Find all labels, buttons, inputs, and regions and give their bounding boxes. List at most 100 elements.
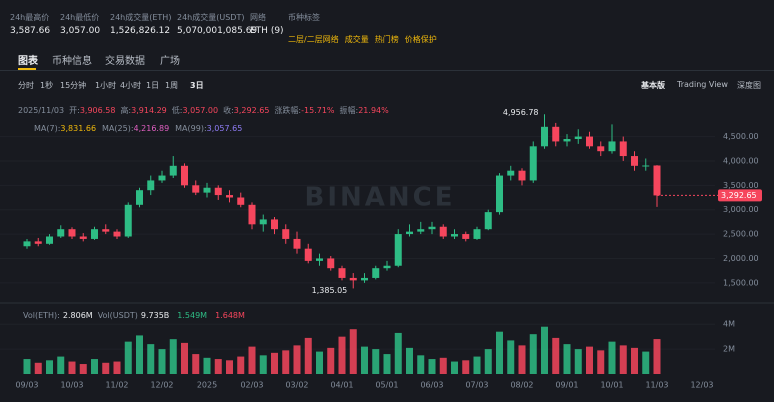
candle-body [259,219,267,225]
info-label: 涨跌幅: [274,106,302,115]
candle-body [169,165,177,176]
candle-body [518,170,526,181]
view[interactable]: 基本版 [641,81,665,90]
candle-body [349,277,357,281]
tab[interactable]: 图表 [18,56,38,67]
volume-bar [192,354,200,374]
candle-body [541,126,548,147]
volume-bar [226,360,233,374]
tag[interactable]: 热门榜 [374,35,399,44]
candle-body [574,136,582,139]
volume-bar [394,332,402,374]
ma-label: MA(7): [34,124,61,133]
tab-underline [18,68,36,70]
volume-bar [462,360,470,374]
x-tick-label: 10/01 [600,381,623,390]
candle-body [226,195,233,198]
tab[interactable]: 币种信息 [52,56,92,67]
volume-bar [619,345,627,374]
volume-bar [136,335,143,374]
x-tick-label: 03/02 [285,381,308,390]
y-tick-label: 4,000.00 [723,156,759,165]
volume-bar [518,345,526,374]
interval[interactable]: 1日 [146,81,160,90]
tag[interactable]: 成交量 [344,35,369,44]
annotation: 4,956.78 [503,108,539,117]
candle-body [79,236,87,239]
volume-bar [552,337,560,374]
ohlc-info: 2025/11/03 开:3,906.58 高:3,914.29 低:3,057.00… [18,105,389,116]
volume-bar [529,334,537,374]
info-label: 振幅: [339,106,359,115]
tab[interactable]: 广场 [160,56,180,67]
volume-bar [34,362,42,374]
volume-bar [361,346,368,374]
info-label: 开: [69,106,80,115]
volume-bar [113,361,121,374]
interval[interactable]: 1小时 [95,81,117,90]
candle-body [282,229,290,239]
candle-body [608,141,616,152]
candle-body [653,165,661,196]
interval[interactable]: 3日 [190,81,204,90]
volume-bar [327,347,335,374]
candle-body [248,204,256,225]
volume-bar [57,356,65,374]
x-tick-label: 07/03 [465,381,488,390]
tag[interactable]: 价格保护 [404,35,437,44]
y-tick-label: 3,500.00 [723,181,759,190]
volume-bar [102,362,110,374]
candle-body [68,229,76,237]
candle-body [113,231,121,237]
volume-bar [214,359,222,374]
candle-body [439,226,447,237]
tag[interactable]: 二层/二层网络 [288,35,339,44]
info-value: 3,292.65 [233,106,270,115]
candle-body [181,165,188,186]
volume-bar [383,354,391,374]
candle-body [57,229,65,237]
candle-body [304,248,312,261]
volume-bar [282,350,290,374]
view[interactable]: Trading View [677,80,728,89]
ma-label: MA(25): [102,124,134,133]
interval[interactable]: 4小时 [120,81,142,90]
candle-body [91,229,98,239]
interval[interactable]: 1秒 [40,81,54,90]
volume-bar [642,351,650,374]
volume-bar [203,357,211,374]
view[interactable]: 深度图 [737,81,761,90]
interval[interactable]: 15分钟 [60,81,87,90]
vol-tick-label: 2M [723,345,735,354]
stat-value: 1,526,826.12 [110,26,171,36]
candle-body [631,156,638,166]
x-tick-label: 12/02 [150,381,173,390]
y-tick-label: 2,500.00 [723,230,759,239]
tags-label: 币种标签 [288,13,320,22]
stat-label: 24h成交量(USDT) [177,13,245,22]
candle-body [46,236,53,244]
candle-body [619,141,627,157]
last-price-tag [718,189,762,202]
tags: 二层/二层网络 成交量 热门榜 价格保护 [288,27,437,46]
candle-body [102,229,110,232]
volume-bar [451,361,458,374]
volume-bar [293,345,301,374]
volume-bar [372,349,380,374]
tab[interactable]: 交易数据 [105,56,145,67]
volume-bar [181,342,188,374]
interval[interactable]: 1周 [165,81,179,90]
stat-value: 3,057.00 [60,26,101,36]
candle-body [597,146,605,152]
vol-legend: Vol(ETH): 2.806M Vol(USDT) 9.735B 1.549M 1.64… [18,311,245,320]
interval[interactable]: 分时 [18,81,34,90]
ma-label: MA(99): [175,124,207,133]
candle-body [462,234,470,239]
volume-bar [574,349,582,374]
volume-bar [496,331,503,374]
stat-value: 3,587.66 [10,26,51,36]
ma-value: 3,057.65 [206,124,243,133]
volume-bar [23,359,31,374]
candle-body [406,231,413,235]
stat-label: 24h最低价 [60,13,100,22]
